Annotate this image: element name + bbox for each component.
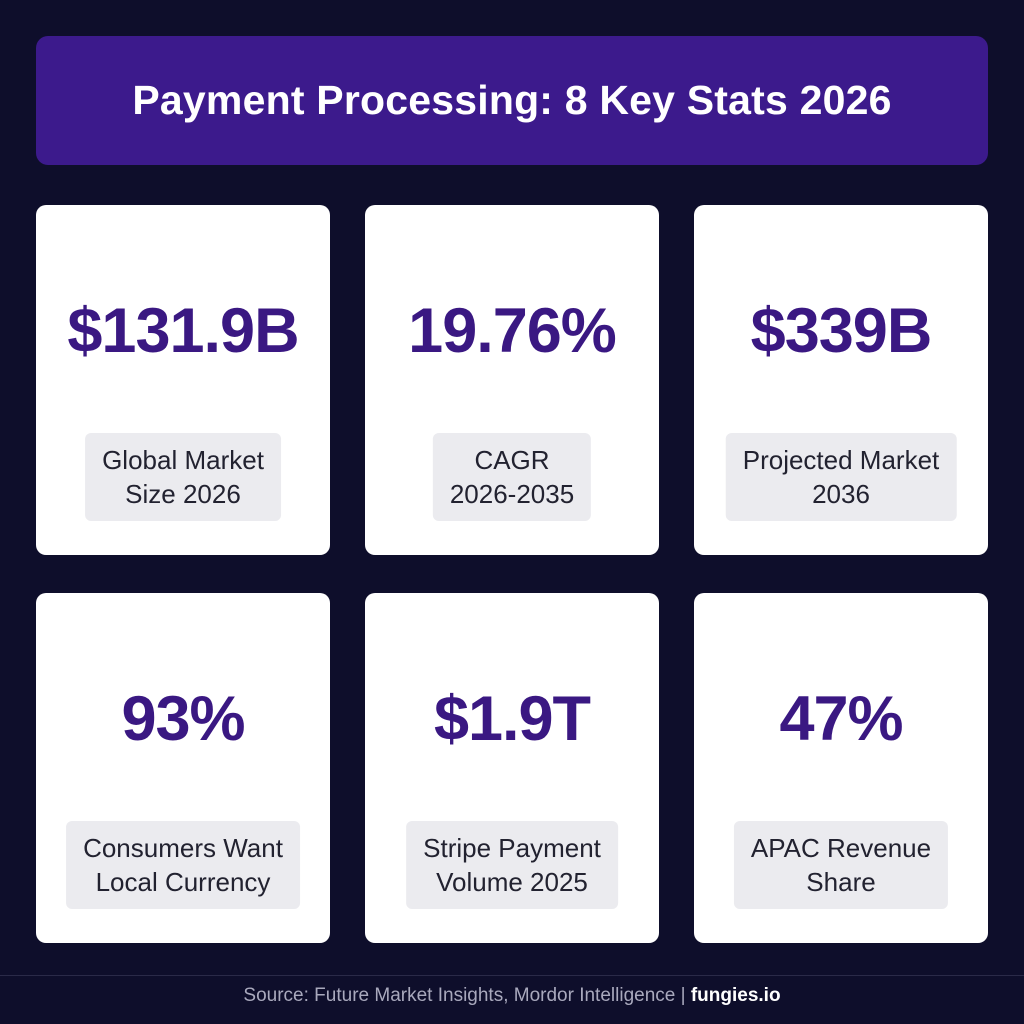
brand: fungies.io	[690, 985, 781, 1006]
footer-divider	[0, 975, 1024, 976]
stat-label: Global Market Size 2026	[85, 433, 281, 521]
source: Source: Future Market Insights, Mordor I…	[243, 985, 676, 1006]
stat-card: 93% Consumers Want Local Currency	[36, 593, 330, 943]
header-banner: Payment Processing: 8 Key Stats 2026	[36, 36, 988, 165]
label-line: Local Currency	[95, 867, 271, 897]
stat-label: Consumers Want Local Currency	[66, 821, 300, 909]
label-line: Consumers Want	[83, 833, 283, 863]
stat-card: $339B Projected Market 2036	[694, 205, 988, 555]
title: Payment Processing: 8 Key Stats 2026	[132, 77, 892, 123]
stat-value: 19.76%	[408, 296, 617, 366]
stat-value: $339B	[750, 296, 933, 366]
label-line: Global Market	[102, 445, 264, 475]
label-line: Projected Market	[742, 445, 940, 475]
label-line: CAGR	[474, 445, 550, 475]
label-line: APAC Revenue	[750, 833, 932, 863]
label-line: Share	[806, 867, 876, 897]
stat-value: 47%	[779, 684, 903, 754]
stat-value: 93%	[121, 684, 245, 754]
stat-card: $131.9B Global Market Size 2026	[36, 205, 330, 555]
label-line: Volume 2025	[436, 867, 588, 897]
label-line: 2036	[812, 479, 870, 509]
label-line: Size 2026	[125, 479, 241, 509]
stat-value: $131.9B	[67, 296, 299, 366]
stat-label: Stripe Payment Volume 2025	[406, 821, 618, 909]
footer: Source: Future Market Insights, Mordor I…	[0, 985, 1024, 1007]
stat-card: 47% APAC Revenue Share	[694, 593, 988, 943]
label-line: Stripe Payment	[423, 833, 601, 863]
stat-card: $1.9T Stripe Payment Volume 2025	[365, 593, 659, 943]
stat-label: Projected Market 2036	[725, 433, 957, 521]
stat-label: APAC Revenue Share	[733, 821, 949, 909]
stat-label: CAGR 2026-2035	[432, 433, 592, 521]
stat-value: $1.9T	[433, 684, 591, 754]
stat-card: 19.76% CAGR 2026-2035	[365, 205, 659, 555]
label-line: 2026-2035	[449, 479, 575, 509]
separator: |	[680, 985, 686, 1006]
